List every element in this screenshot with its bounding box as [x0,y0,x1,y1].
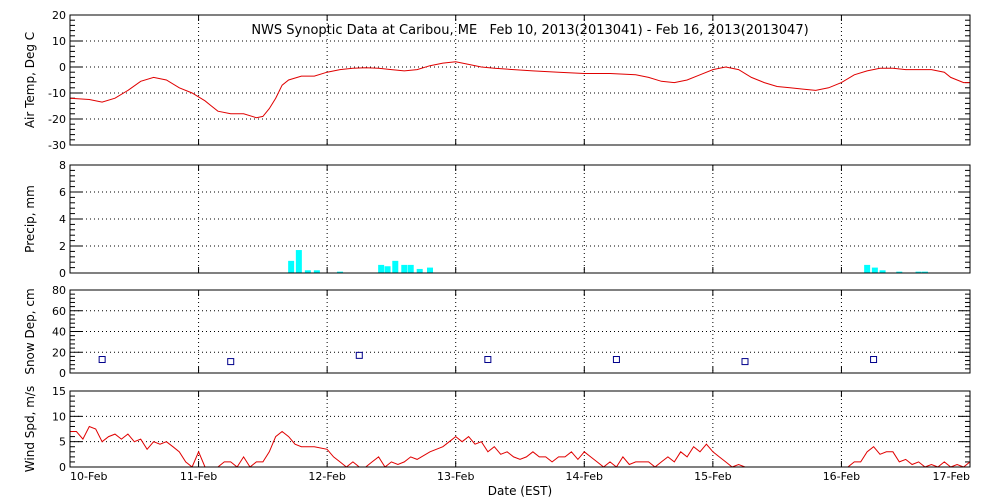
panel-temp: -30 -20 -10 0 10 20 Air Temp, Deg C [23,9,971,152]
y-tick-label: 2 [59,240,66,253]
y-tick-label: 0 [59,367,66,380]
precip-bar [337,271,343,273]
y-tick-label: 15 [52,385,66,398]
x-tick-label: 11-Feb [180,470,217,483]
y-axis-label: Air Temp, Deg C [23,32,37,128]
series-line [70,61,970,119]
y-tick-label: 0 [59,267,66,280]
snow-depth-point [612,356,620,364]
snow-depth-point [741,358,749,366]
precip-bar [304,270,311,273]
y-tick-label: 8 [59,159,66,172]
snow-depth-point [870,356,878,364]
precip-bar [427,267,433,273]
y-tick-label: 20 [52,346,66,359]
precip-bar [288,260,295,273]
panel-snow: 0 20 40 60 80 Snow Dep, cm [23,284,971,380]
panel-frame [69,289,971,374]
y-axis-label: Snow Dep, cm [23,288,37,374]
x-tick-label: 13-Feb [437,470,474,483]
x-tick-label: 15-Feb [694,470,731,483]
x-tick-label: 10-Feb [70,470,107,483]
panel-frame [69,390,971,468]
precip-bar [864,264,871,273]
x-tick-label: 14-Feb [566,470,603,483]
chart-panels: -30 -20 -10 0 10 20 Air Temp, Deg C 0 2 4 6 8 Precip… [23,9,971,483]
y-tick-label: 0 [59,461,66,474]
panel-wind: 0 5 10 15 Wind Spd, m/s [23,385,971,474]
y-tick-label: 80 [52,284,66,297]
y-tick-label: 60 [52,305,66,318]
y-tick-label: 10 [52,410,66,423]
y-tick-label: 40 [52,326,66,339]
y-tick-label: 5 [59,436,66,449]
x-tick-label: 16-Feb [823,470,860,483]
y-tick-label: -20 [48,113,66,126]
x-tick-label: 17-Feb [933,470,970,483]
y-tick-label: 4 [59,213,66,226]
y-tick-label: 20 [52,9,66,22]
precip-bar [407,264,414,273]
x-tick-label: 12-Feb [308,470,345,483]
series-line [70,425,970,467]
y-tick-label: 10 [52,35,66,48]
y-axis-label: Precip, mm [23,185,37,253]
precip-bar [384,266,391,273]
precip-bar [295,250,302,273]
y-tick-label: -30 [48,139,66,152]
snow-depth-point [355,351,363,359]
panel-frame [69,14,971,146]
snow-depth-point [227,358,235,366]
precip-bar [879,270,886,273]
series-temp [70,61,970,119]
panel-precip: 0 2 4 6 8 Precip, mm [23,159,971,280]
y-tick-label: -10 [48,87,66,100]
precip-bar [922,271,928,273]
chart-title: NWS Synoptic Data at Caribou, ME Feb 10,… [251,23,808,38]
precip-bar [378,264,385,273]
y-axis-label: Wind Spd, m/s [23,386,37,472]
series-precip [288,250,928,273]
precip-bar [392,260,399,273]
precip-bar [871,267,878,273]
x-axis-label: Date (EST) [488,484,552,498]
panel-frame [69,164,971,274]
snow-depth-point [484,356,492,364]
precip-bar [915,271,922,273]
precip-bar [401,264,408,273]
series-wind [70,425,970,467]
y-tick-label: 0 [59,61,66,74]
series-snow [98,351,878,366]
precip-bar [896,271,903,273]
precip-bar [416,268,423,273]
precip-bar [313,270,320,273]
y-tick-label: 6 [59,186,66,199]
snow-depth-point [98,356,106,364]
